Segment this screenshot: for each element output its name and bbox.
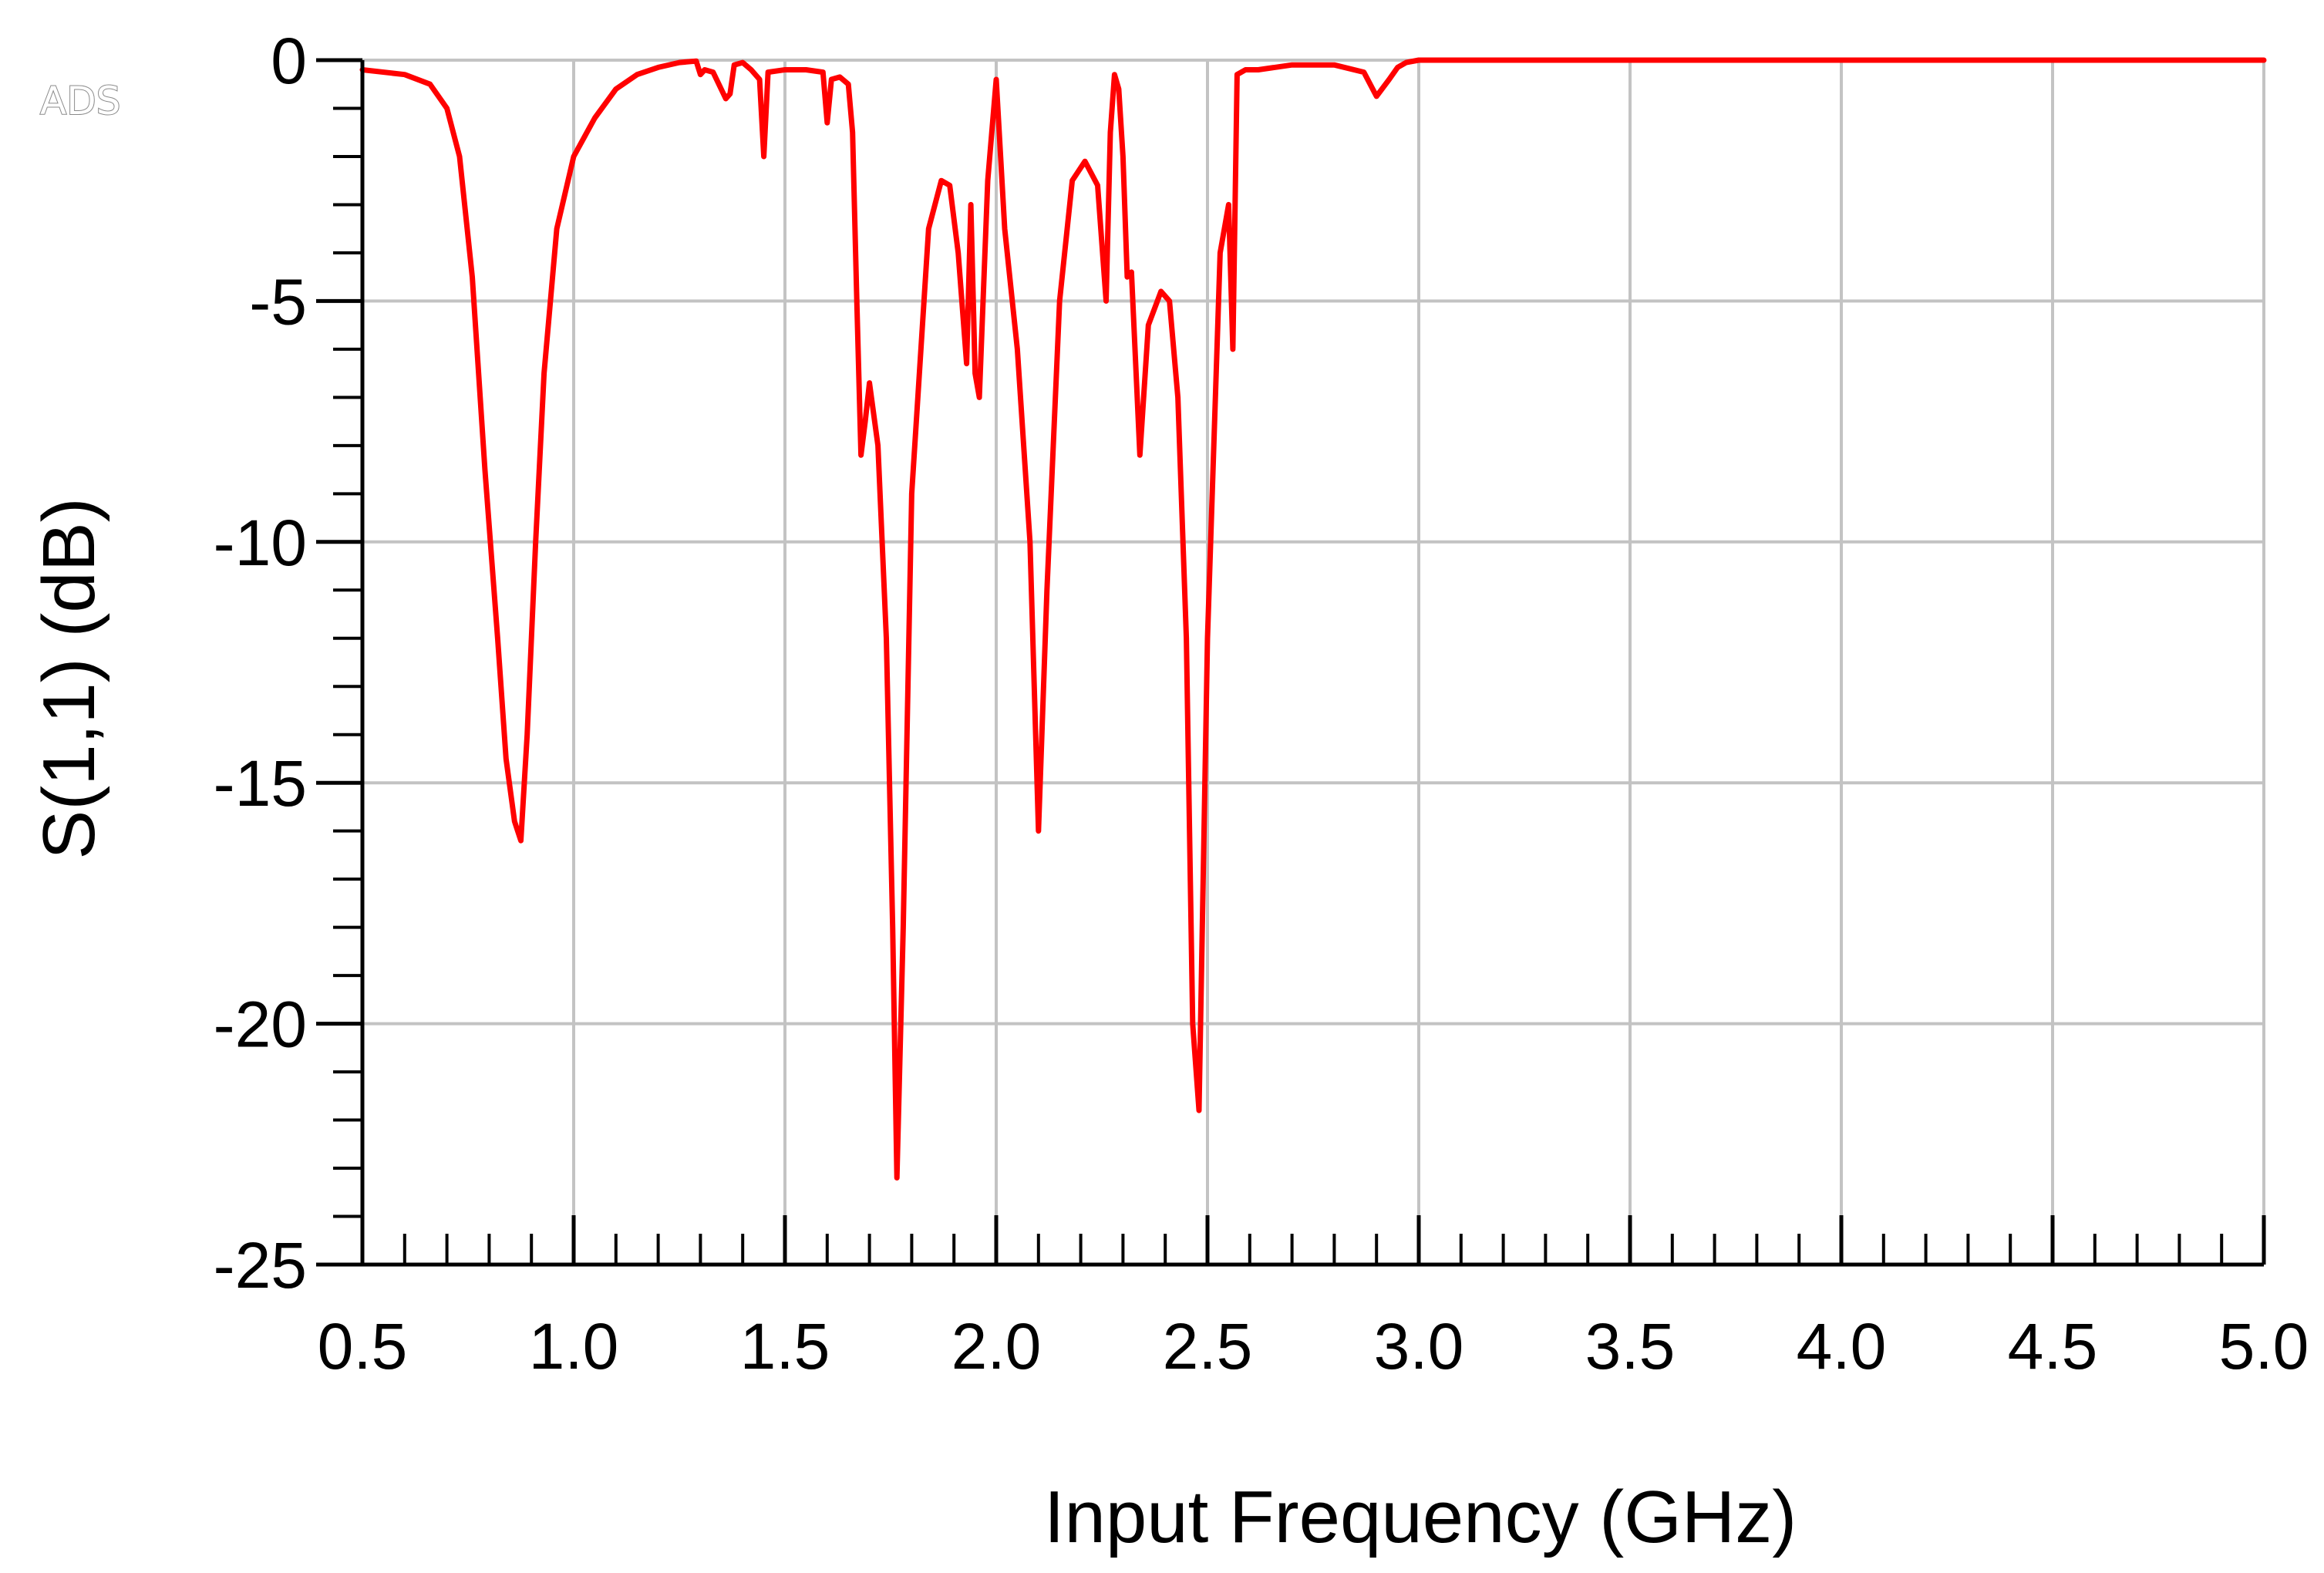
x-tick-label: 4.0 [1797,1310,1887,1383]
x-tick-label: 2.0 [951,1310,1042,1383]
y-tick-label: -10 [214,507,307,579]
x-tick-label: 3.0 [1374,1310,1464,1383]
x-tick-labels: 0.5 1.0 1.5 2.0 2.5 3.0 3.5 4.0 4.5 5.0 [318,1310,2309,1383]
y-tick-label: 0 [271,25,307,97]
y-tick-labels: 0 -5 -10 -15 -20 -25 [214,25,307,1302]
axes [316,58,2266,1267]
y-tick-label: -5 [249,265,307,338]
ads-brand-label: ADS [40,79,120,123]
grid [361,59,2265,1266]
x-tick-label: 4.5 [2008,1310,2098,1383]
x-axis-title: Input Frequency (GHz) [1044,1476,1797,1558]
x-tick-label: 1.0 [529,1310,619,1383]
y-tick-label: -25 [214,1229,307,1302]
y-tick-label: -20 [214,989,307,1061]
x-tick-label: 5.0 [2219,1310,2309,1383]
y-axis-title: S(1,1) (dB) [28,497,110,859]
series-line-s11 [359,57,2267,1181]
y-tick-label: -15 [214,747,307,820]
x-tick-label: 2.5 [1163,1310,1253,1383]
x-tick-label: 3.5 [1585,1310,1676,1383]
x-tick-label: 1.5 [740,1310,830,1383]
series-layer [359,57,2267,1181]
x-tick-label: 0.5 [318,1310,408,1383]
